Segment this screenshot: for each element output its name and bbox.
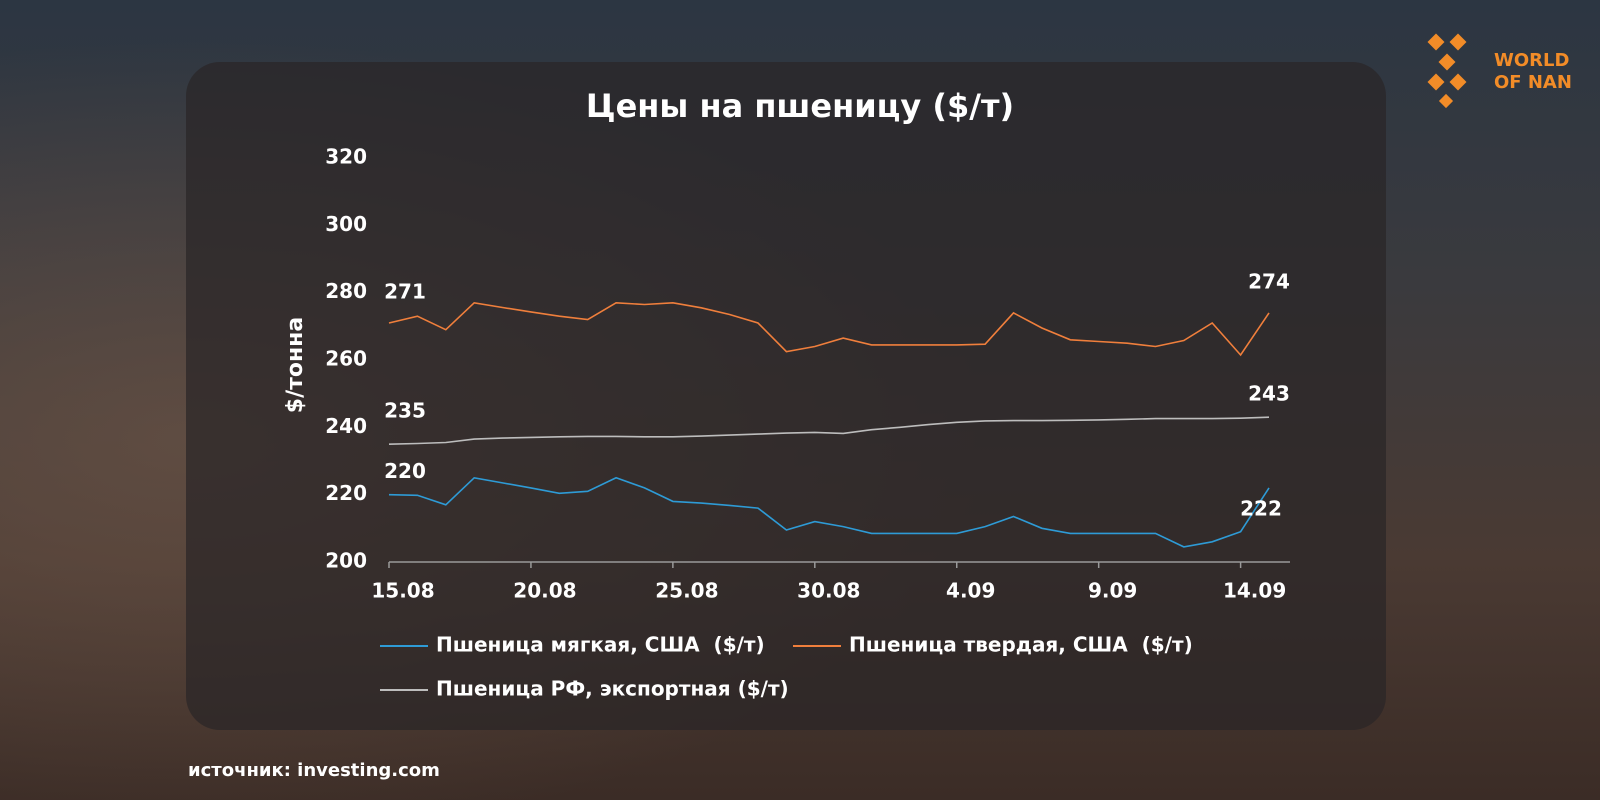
value-label: 271 [384, 279, 426, 303]
y-tick-label: 200 [325, 549, 367, 573]
series-line [388, 416, 1270, 445]
x-tick-label: 20.08 [513, 579, 576, 603]
y-axis-label: $/тонна [283, 317, 308, 413]
legend-label: Пшеница мягкая, США ($/т) [436, 633, 765, 657]
logo-shape [1438, 93, 1454, 109]
y-tick-label: 320 [325, 145, 367, 169]
logo-text: OF NAN [1494, 72, 1572, 93]
value-label: 235 [384, 399, 426, 423]
value-label: 274 [1248, 269, 1290, 293]
x-tick-label: 9.09 [1088, 579, 1137, 603]
y-tick-label: 220 [325, 481, 367, 505]
x-tick-label: 15.08 [371, 579, 434, 603]
legend-label: Пшеница РФ, экспортная ($/т) [436, 677, 789, 701]
x-tick-label: 14.09 [1223, 579, 1286, 603]
x-tick-label: 25.08 [655, 579, 718, 603]
y-tick-label: 240 [325, 414, 367, 438]
value-label: 220 [384, 459, 426, 483]
logo-text: WORLD [1494, 50, 1569, 71]
series-line [388, 301, 1270, 357]
chart-title: Цены на пшеницу ($/т) [586, 87, 1014, 125]
series-line [388, 476, 1270, 548]
value-label: 243 [1248, 382, 1290, 406]
legend-label: Пшеница твердая, США ($/т) [849, 633, 1193, 657]
x-tick-label: 4.09 [946, 579, 995, 603]
y-tick-label: 300 [325, 212, 367, 236]
value-label: 222 [1240, 496, 1282, 520]
panel [186, 62, 1386, 730]
x-tick-label: 30.08 [797, 579, 860, 603]
source: источник: investing.com [188, 760, 440, 781]
y-tick-label: 260 [325, 347, 367, 371]
y-tick-label: 280 [325, 279, 367, 303]
